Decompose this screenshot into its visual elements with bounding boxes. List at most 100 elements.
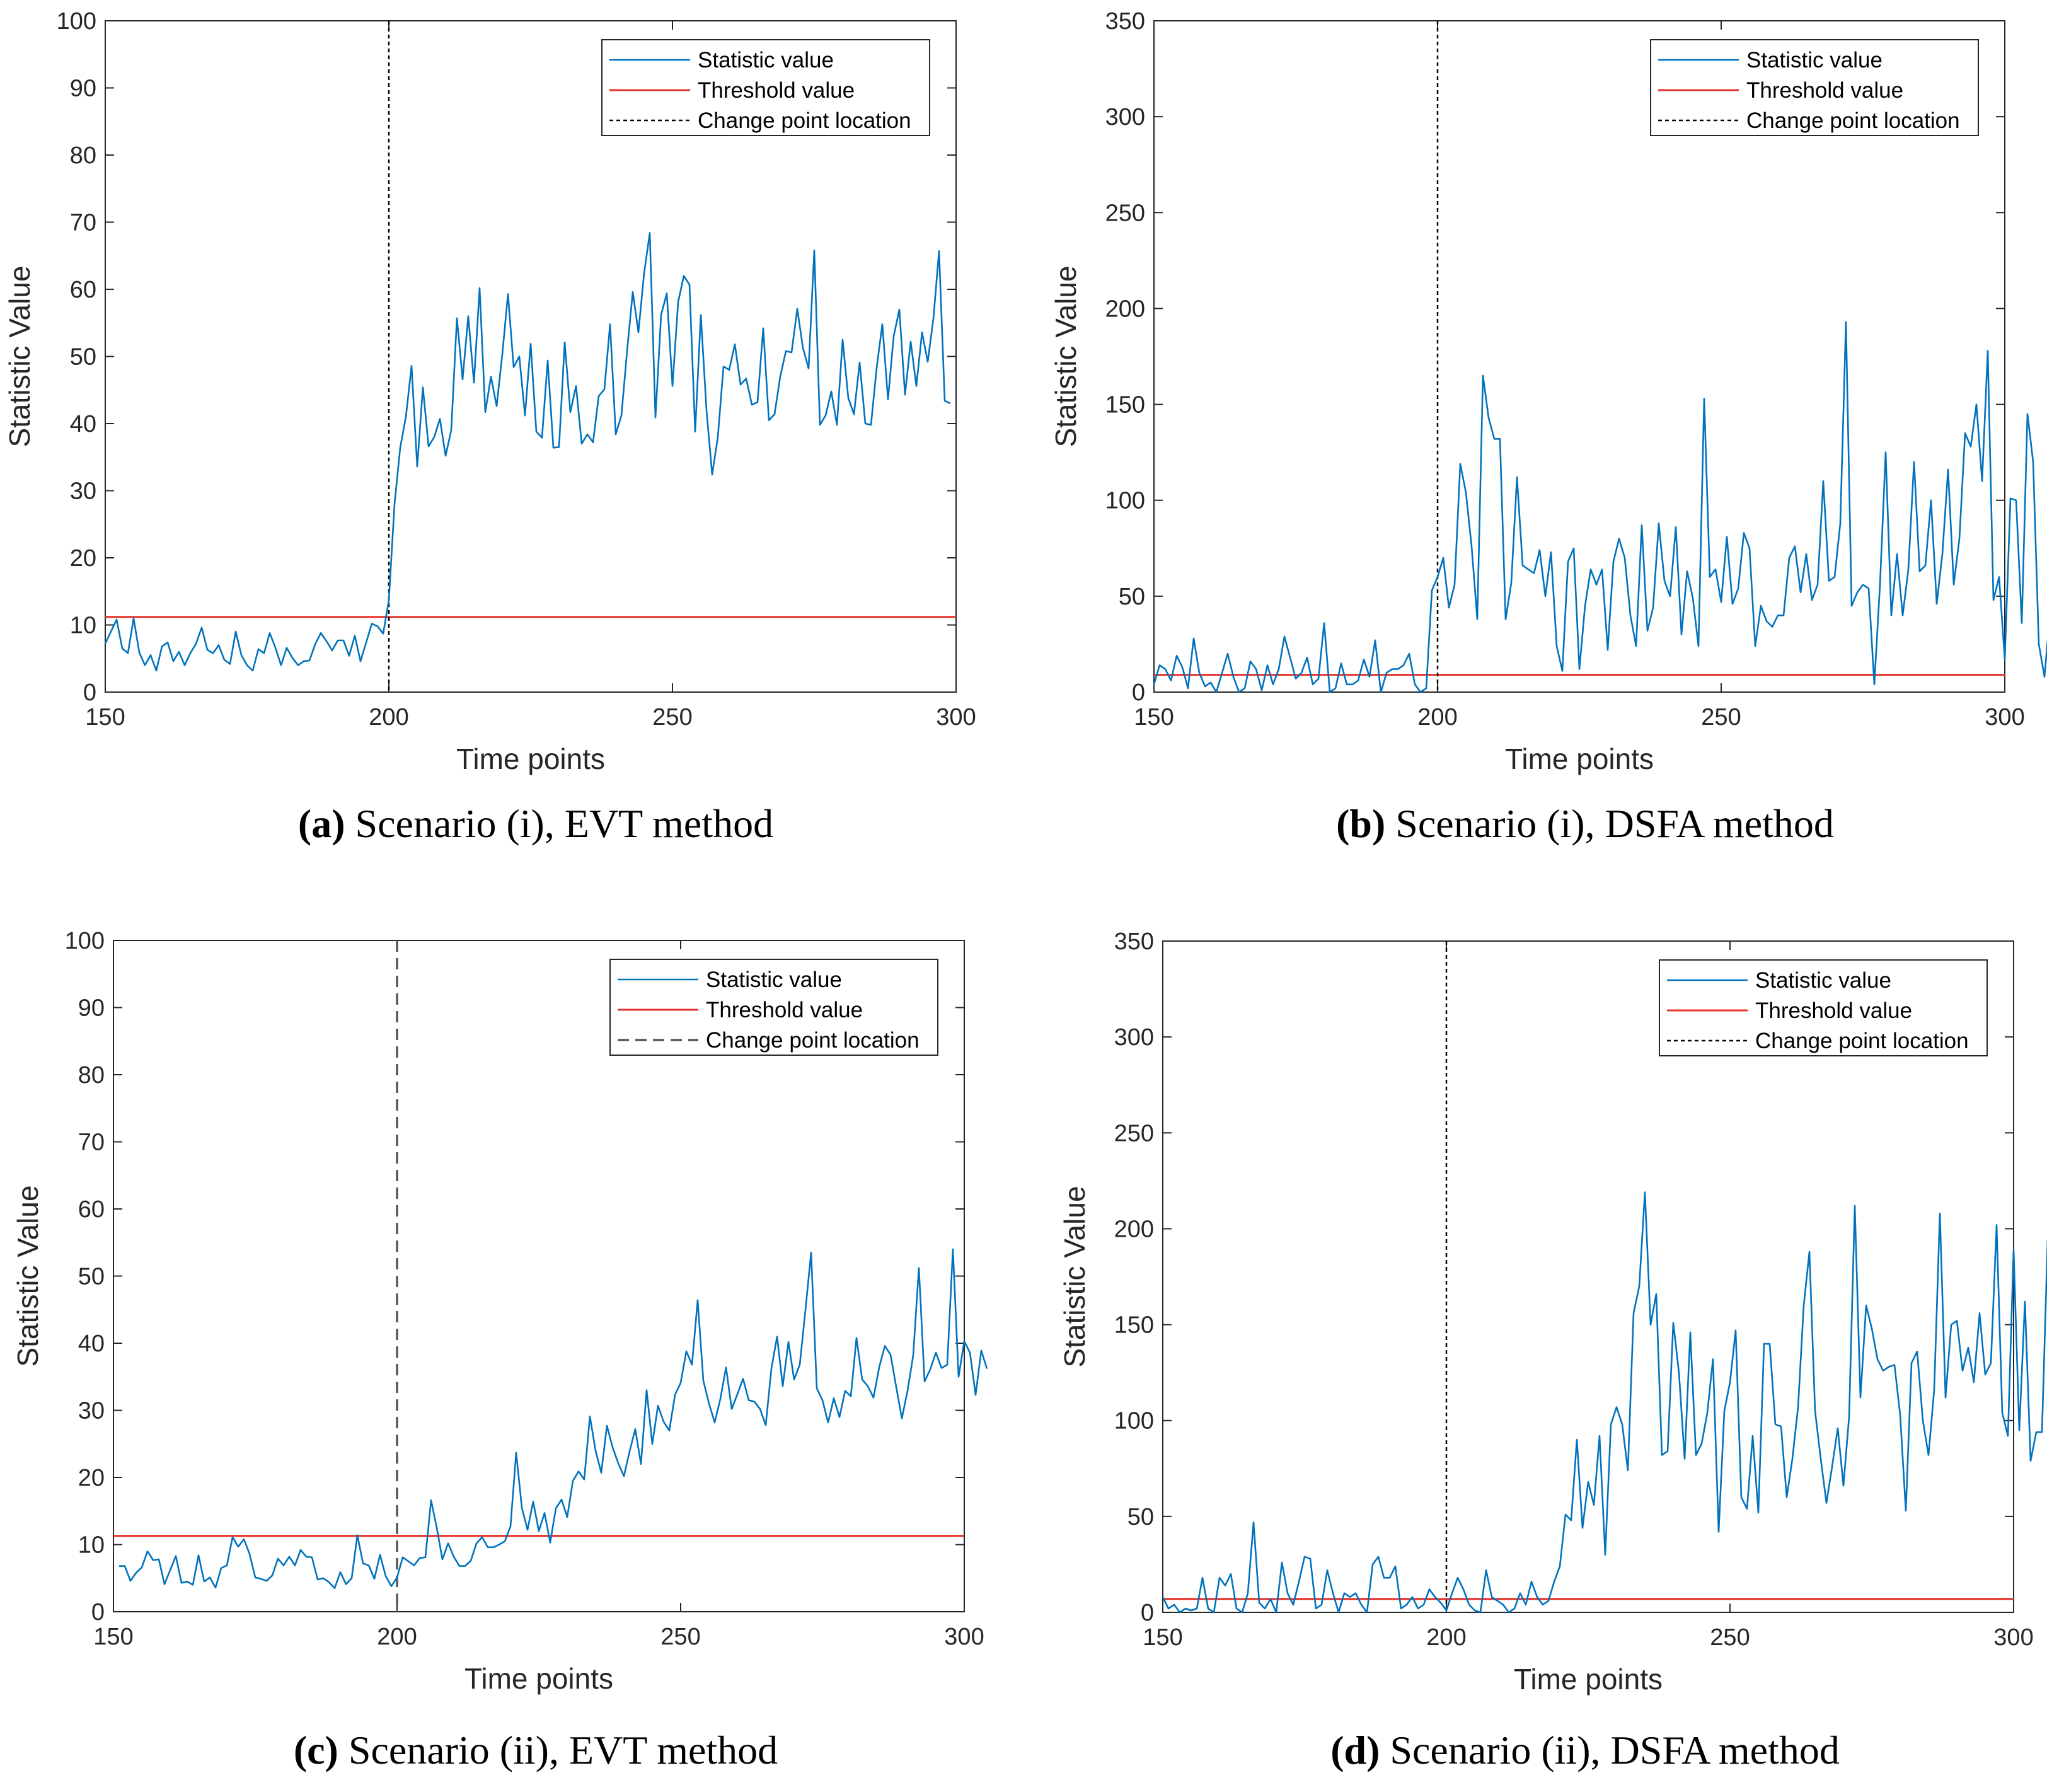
caption-d-text: Scenario (ii), DSFA method bbox=[1380, 1728, 1840, 1772]
y-tick-label: 70 bbox=[78, 1130, 105, 1156]
panel-d: 0 50 100 150 200 250 300 350 150 200 250 300 Time po… bbox=[1024, 920, 2047, 1740]
x-tick-label: 300 bbox=[944, 1624, 984, 1650]
y-tick-label: 250 bbox=[1105, 200, 1145, 226]
y-tick-label: 100 bbox=[1105, 488, 1145, 514]
caption-c: (c) Scenario (ii), EVT method bbox=[32, 1727, 1040, 1774]
x-tick-label: 300 bbox=[936, 704, 976, 731]
legend: Statistic value Threshold value Change poi… bbox=[1659, 959, 1988, 1056]
y-tick-label: 50 bbox=[78, 1264, 105, 1290]
y-tick-label: 150 bbox=[1105, 392, 1145, 419]
legend-box bbox=[1659, 959, 1988, 1056]
legend-box bbox=[601, 39, 930, 136]
y-tick-label: 100 bbox=[1114, 1408, 1154, 1435]
x-tick-label: 150 bbox=[93, 1624, 133, 1650]
y-tick-label: 90 bbox=[78, 995, 105, 1022]
x-axis-title: Time points bbox=[1514, 1663, 1663, 1696]
y-tick-label: 50 bbox=[1127, 1504, 1154, 1530]
caption-a: (a) Scenario (i), EVT method bbox=[32, 801, 1040, 847]
legend-label: Change point location bbox=[698, 108, 911, 133]
y-tick-label: 0 bbox=[1132, 679, 1145, 706]
x-tick-label: 200 bbox=[377, 1624, 417, 1650]
y-tick-label: 300 bbox=[1114, 1024, 1154, 1051]
legend-label: Change point location bbox=[1755, 1029, 1969, 1053]
caption-c-letter: (c) bbox=[293, 1728, 338, 1772]
legend-label: Threshold value bbox=[698, 78, 855, 103]
chart-b: 0 50 100 150 200 250 300 350 150 200 250 300 Time po… bbox=[1049, 8, 2047, 775]
y-tick-label: 100 bbox=[65, 928, 105, 954]
caption-b: (b) Scenario (i), DSFA method bbox=[1081, 801, 2047, 847]
y-tick-label: 40 bbox=[78, 1331, 105, 1357]
y-tick-label: 250 bbox=[1114, 1120, 1154, 1147]
y-tick-label: 200 bbox=[1114, 1216, 1154, 1242]
x-axis-title: Time points bbox=[1505, 743, 1654, 775]
y-tick-label: 90 bbox=[70, 76, 96, 102]
y-tick-label: 20 bbox=[78, 1465, 105, 1491]
legend-label: Change point location bbox=[706, 1028, 920, 1053]
legend-box bbox=[609, 959, 938, 1056]
x-tick-label: 250 bbox=[1701, 704, 1741, 731]
y-tick-label: 50 bbox=[70, 344, 96, 371]
x-tick-label: 300 bbox=[1985, 704, 2024, 731]
y-tick-label: 200 bbox=[1105, 296, 1145, 322]
caption-b-text: Scenario (i), DSFA method bbox=[1385, 801, 1834, 846]
panel-c: 0 10 20 30 40 50 60 70 80 90 100 150 200 250 300 Time p… bbox=[0, 920, 1024, 1740]
x-tick-label: 250 bbox=[1710, 1624, 1750, 1651]
legend: Statistic value Threshold value Change poi… bbox=[1650, 39, 1979, 136]
y-tick-label: 30 bbox=[70, 478, 96, 505]
y-tick-label: 60 bbox=[78, 1196, 105, 1223]
caption-d: (d) Scenario (ii), DSFA method bbox=[1081, 1727, 2047, 1774]
y-tick-label: 0 bbox=[83, 679, 96, 706]
x-tick-label: 150 bbox=[1134, 704, 1173, 731]
y-tick-label: 0 bbox=[1141, 1600, 1154, 1626]
x-tick-label: 250 bbox=[660, 1624, 700, 1650]
legend-label: Change point location bbox=[1746, 108, 1960, 133]
y-tick-label: 300 bbox=[1105, 104, 1145, 130]
legend-label: Threshold value bbox=[1755, 998, 1912, 1023]
y-tick-label: 350 bbox=[1105, 8, 1145, 35]
y-axis-title: Statistic Value bbox=[3, 265, 36, 447]
y-tick-label: 50 bbox=[1119, 584, 1145, 610]
caption-b-letter: (b) bbox=[1336, 801, 1386, 846]
y-tick-label: 100 bbox=[57, 8, 96, 35]
y-tick-label: 80 bbox=[78, 1062, 105, 1089]
y-tick-label: 60 bbox=[70, 277, 96, 303]
y-tick-label: 30 bbox=[78, 1398, 105, 1425]
x-tick-label: 200 bbox=[1426, 1624, 1466, 1651]
legend-label: Statistic value bbox=[706, 968, 842, 992]
legend-label: Statistic value bbox=[1755, 968, 1891, 993]
y-tick-label: 70 bbox=[70, 210, 96, 236]
y-tick-label: 10 bbox=[70, 613, 96, 639]
panel-a: 0 10 20 30 40 50 60 70 80 90 100 150 200 250 300 Time p… bbox=[0, 0, 1024, 819]
legend: Statistic value Threshold value Change poi… bbox=[609, 959, 938, 1056]
y-axis-title: Statistic Value bbox=[1058, 1186, 1091, 1367]
legend-label: Statistic value bbox=[1746, 48, 1883, 72]
chart-d: 0 50 100 150 200 250 300 350 150 200 250 300 Time po… bbox=[1058, 928, 2047, 1696]
chart-c: 0 10 20 30 40 50 60 70 80 90 100 150 200 250 300 Time p… bbox=[11, 928, 988, 1695]
chart-a: 0 10 20 30 40 50 60 70 80 90 100 150 200 250 300 Time p… bbox=[3, 8, 976, 775]
y-tick-label: 350 bbox=[1114, 928, 1154, 955]
legend-label: Statistic value bbox=[698, 48, 834, 72]
statistic-series bbox=[1162, 1191, 2047, 1614]
legend: Statistic value Threshold value Change poi… bbox=[601, 39, 930, 136]
x-tick-label: 300 bbox=[1993, 1624, 2033, 1651]
x-axis-title: Time points bbox=[456, 743, 605, 775]
caption-a-text: Scenario (i), EVT method bbox=[345, 801, 774, 846]
legend-box bbox=[1650, 39, 1979, 136]
x-tick-label: 200 bbox=[369, 704, 408, 731]
caption-d-letter: (d) bbox=[1330, 1728, 1380, 1772]
caption-a-letter: (a) bbox=[297, 801, 345, 846]
x-tick-label: 200 bbox=[1417, 704, 1457, 731]
x-tick-label: 150 bbox=[1143, 1624, 1182, 1651]
legend-label: Threshold value bbox=[706, 998, 863, 1022]
y-tick-label: 80 bbox=[70, 142, 96, 169]
y-tick-label: 40 bbox=[70, 411, 96, 437]
y-axis-title: Statistic Value bbox=[1049, 265, 1082, 447]
x-axis-title: Time points bbox=[464, 1662, 613, 1695]
x-tick-label: 150 bbox=[85, 704, 125, 731]
y-axis-title: Statistic Value bbox=[11, 1185, 44, 1367]
y-tick-label: 150 bbox=[1114, 1312, 1154, 1339]
x-tick-label: 250 bbox=[652, 704, 692, 731]
y-tick-label: 10 bbox=[78, 1532, 105, 1559]
legend-label: Threshold value bbox=[1746, 78, 1903, 103]
statistic-series bbox=[119, 1248, 988, 1589]
